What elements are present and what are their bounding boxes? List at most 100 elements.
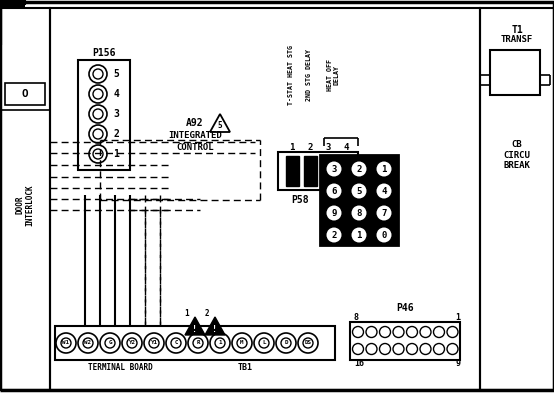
- Text: T1: T1: [511, 25, 523, 35]
- Circle shape: [93, 69, 103, 79]
- Text: 2: 2: [331, 231, 337, 239]
- Circle shape: [349, 159, 369, 179]
- Circle shape: [78, 333, 98, 353]
- Circle shape: [105, 338, 115, 348]
- Circle shape: [188, 333, 208, 353]
- Bar: [320, 155, 398, 245]
- Circle shape: [324, 159, 344, 179]
- Text: 1: 1: [218, 340, 222, 346]
- Circle shape: [374, 225, 394, 245]
- Text: Y1: Y1: [151, 340, 157, 346]
- Text: 8: 8: [356, 209, 362, 218]
- Text: Y2: Y2: [129, 340, 136, 346]
- Text: R: R: [196, 340, 200, 346]
- Circle shape: [352, 327, 363, 337]
- Circle shape: [89, 85, 107, 103]
- Text: 1: 1: [356, 231, 362, 239]
- Circle shape: [374, 203, 394, 223]
- Circle shape: [377, 184, 392, 199]
- Circle shape: [93, 149, 103, 159]
- Circle shape: [420, 327, 431, 337]
- Bar: [278, 152, 358, 190]
- Circle shape: [94, 110, 102, 118]
- Circle shape: [349, 181, 369, 201]
- Circle shape: [149, 338, 159, 348]
- Circle shape: [94, 90, 102, 98]
- Bar: [480, 8, 554, 390]
- Text: 3: 3: [331, 164, 337, 173]
- Circle shape: [447, 327, 458, 337]
- Bar: [50, 8, 480, 390]
- Circle shape: [281, 338, 291, 348]
- Circle shape: [349, 225, 369, 245]
- Text: W2: W2: [85, 340, 91, 346]
- Text: 2ND STG DELAY: 2ND STG DELAY: [306, 49, 312, 101]
- Circle shape: [351, 184, 367, 199]
- Text: CB
CIRCU
BREAK: CB CIRCU BREAK: [504, 140, 530, 170]
- Circle shape: [232, 333, 252, 353]
- Circle shape: [393, 327, 404, 337]
- Bar: [350, 322, 460, 360]
- Text: 3: 3: [113, 109, 119, 119]
- Text: !: !: [192, 325, 197, 335]
- Circle shape: [276, 333, 296, 353]
- Text: L: L: [262, 340, 266, 346]
- Circle shape: [351, 162, 367, 177]
- Circle shape: [144, 333, 164, 353]
- Bar: [322, 156, 335, 186]
- Polygon shape: [205, 317, 225, 335]
- Text: TB1: TB1: [238, 363, 253, 372]
- Circle shape: [259, 338, 269, 348]
- Text: CONTROL: CONTROL: [176, 143, 214, 152]
- Circle shape: [324, 181, 344, 201]
- Circle shape: [377, 228, 392, 243]
- Text: 5: 5: [218, 122, 222, 130]
- Text: 1: 1: [113, 149, 119, 159]
- Circle shape: [100, 333, 120, 353]
- Text: W1: W1: [63, 340, 69, 346]
- Circle shape: [254, 333, 274, 353]
- Circle shape: [56, 333, 76, 353]
- Text: !: !: [213, 325, 218, 335]
- Text: 5: 5: [356, 186, 362, 196]
- Circle shape: [166, 333, 186, 353]
- Text: P58: P58: [291, 195, 309, 205]
- Text: P46: P46: [396, 303, 414, 313]
- Text: 2: 2: [113, 129, 119, 139]
- Text: 16: 16: [354, 359, 364, 369]
- Circle shape: [324, 203, 344, 223]
- Circle shape: [303, 338, 313, 348]
- Circle shape: [366, 344, 377, 354]
- Text: 1: 1: [455, 312, 460, 322]
- Circle shape: [215, 338, 225, 348]
- Circle shape: [89, 145, 107, 163]
- Text: DOOR
INTERLOCK: DOOR INTERLOCK: [16, 184, 35, 226]
- Bar: [490, 50, 540, 95]
- Circle shape: [122, 333, 142, 353]
- Text: INTEGRATED: INTEGRATED: [168, 132, 222, 141]
- Text: 5: 5: [113, 69, 119, 79]
- Bar: [286, 156, 299, 186]
- Bar: [304, 156, 317, 186]
- Bar: [340, 156, 353, 186]
- Circle shape: [89, 65, 107, 83]
- Circle shape: [349, 203, 369, 223]
- Text: 2: 2: [204, 308, 209, 318]
- Circle shape: [374, 181, 394, 201]
- Text: TERMINAL BOARD: TERMINAL BOARD: [88, 363, 152, 372]
- Circle shape: [93, 109, 103, 119]
- Text: 1: 1: [381, 164, 387, 173]
- Circle shape: [433, 344, 444, 354]
- Circle shape: [89, 105, 107, 123]
- Bar: [78, 60, 130, 170]
- Circle shape: [326, 205, 341, 220]
- Circle shape: [366, 327, 377, 337]
- Text: G: G: [108, 340, 112, 346]
- Text: 0: 0: [381, 231, 387, 239]
- Circle shape: [407, 327, 418, 337]
- Text: 2: 2: [356, 164, 362, 173]
- Text: TRANSF: TRANSF: [501, 36, 533, 45]
- Circle shape: [351, 205, 367, 220]
- Circle shape: [377, 162, 392, 177]
- Circle shape: [193, 338, 203, 348]
